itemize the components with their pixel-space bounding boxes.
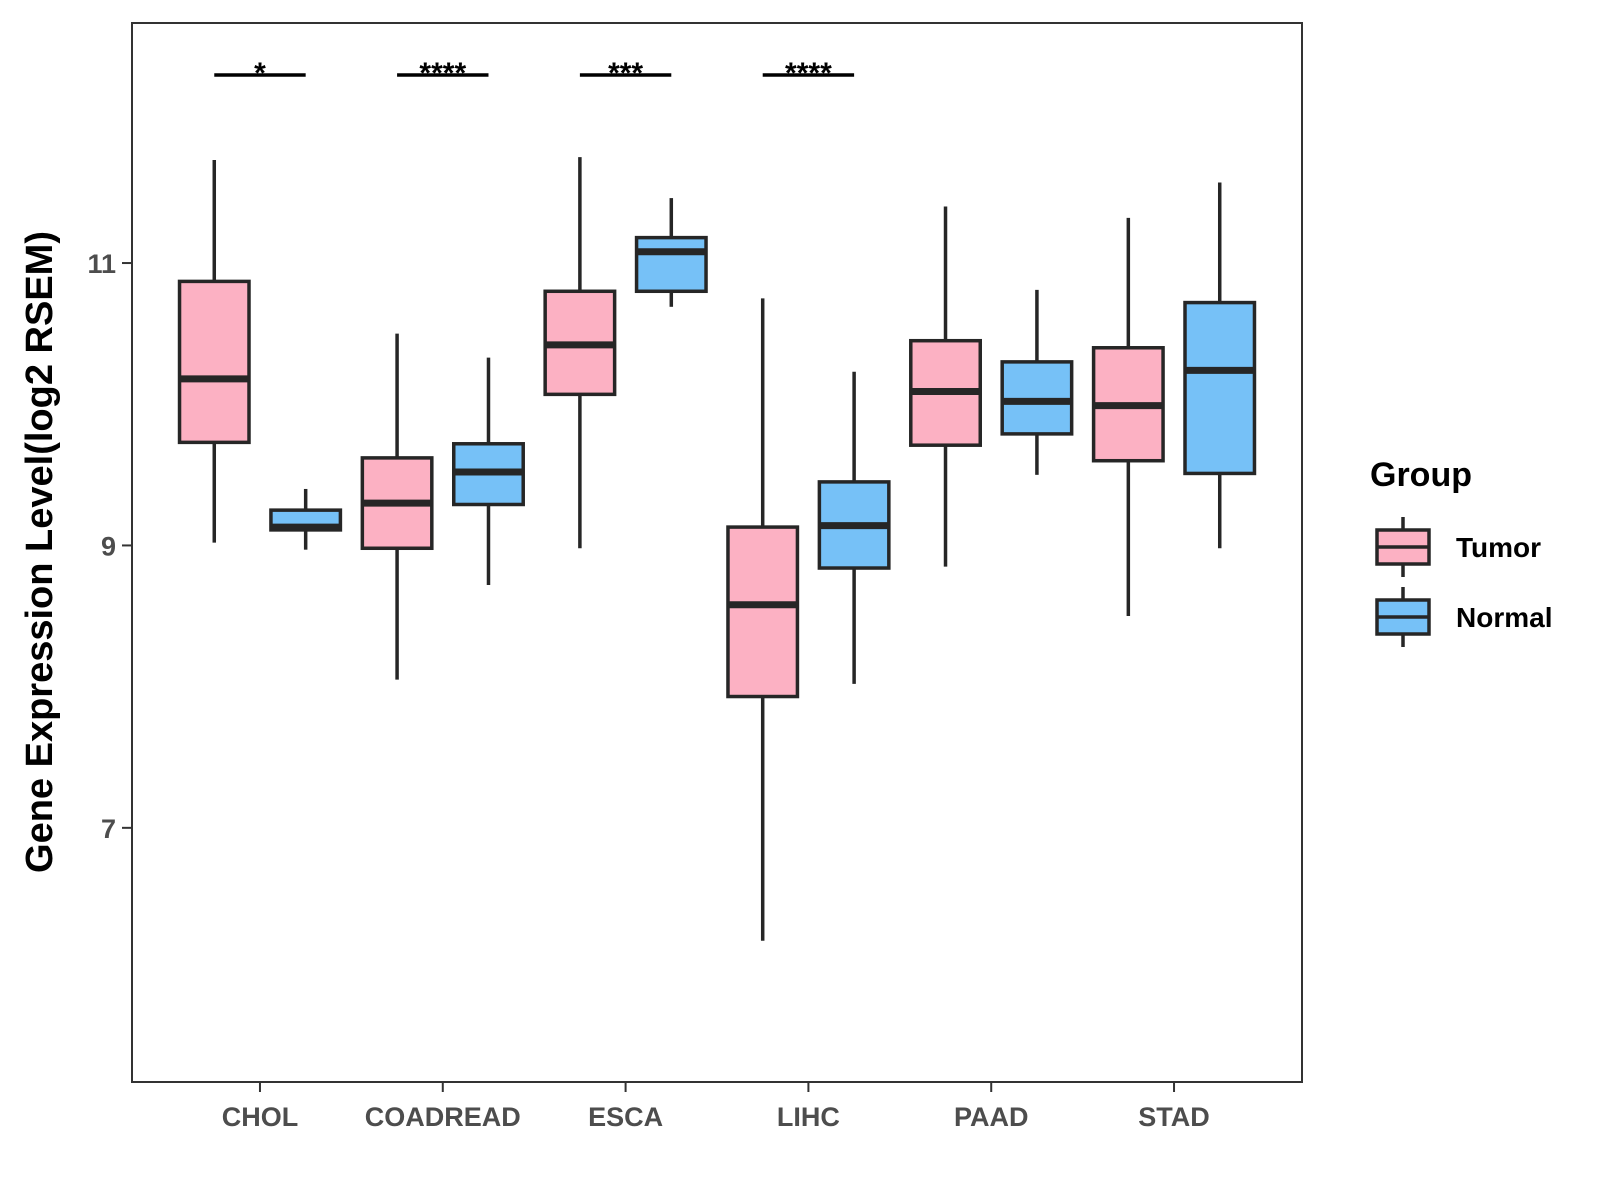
iqr-box bbox=[634, 235, 708, 294]
x-tick-label: PAAD bbox=[954, 1102, 1029, 1132]
box-series bbox=[177, 157, 1257, 941]
box-coadread-normal bbox=[452, 357, 525, 585]
box-chol-tumor bbox=[177, 159, 251, 543]
box-chol-normal bbox=[269, 488, 343, 550]
box-stad-normal bbox=[1183, 182, 1257, 549]
legend: Group Tumor Normal bbox=[1370, 456, 1552, 647]
x-tick-label: STAD bbox=[1138, 1102, 1210, 1132]
series-tumor bbox=[177, 157, 1165, 941]
iqr-box bbox=[177, 279, 251, 445]
box-coadread-tumor bbox=[360, 333, 434, 680]
significance-annotations: * **** *** **** bbox=[214, 57, 855, 90]
y-axis: 7 9 11 bbox=[87, 249, 132, 844]
y-tick-label: 11 bbox=[87, 249, 116, 279]
iqr-box bbox=[726, 525, 800, 699]
box-esca-tumor bbox=[543, 157, 617, 549]
x-tick-label: COADREAD bbox=[365, 1102, 521, 1132]
x-tick-label: CHOL bbox=[222, 1102, 299, 1132]
significance-label: **** bbox=[419, 57, 466, 90]
box-paad-tumor bbox=[909, 206, 982, 567]
box-lihc-tumor bbox=[726, 298, 800, 941]
significance-label: *** bbox=[608, 57, 643, 90]
legend-key-normal bbox=[1375, 587, 1431, 647]
box-stad-tumor bbox=[1091, 217, 1165, 617]
series-normal bbox=[269, 182, 1257, 684]
iqr-box bbox=[1183, 300, 1257, 476]
y-axis-title: Gene Expression Level(log2 RSEM) bbox=[19, 231, 61, 873]
box-lihc-normal bbox=[817, 371, 891, 684]
y-tick-label: 9 bbox=[101, 531, 116, 561]
legend-title: Group bbox=[1370, 456, 1472, 494]
significance-label: * bbox=[254, 57, 266, 90]
x-axis: CHOL COADREAD ESCA LIHC PAAD STAD bbox=[222, 1082, 1210, 1132]
plot-panel-border bbox=[131, 22, 1303, 1083]
legend-label: Tumor bbox=[1456, 532, 1541, 563]
y-tick-label: 7 bbox=[101, 814, 116, 844]
legend-label: Normal bbox=[1456, 602, 1552, 633]
legend-key-tumor bbox=[1375, 517, 1431, 577]
x-tick-label: LIHC bbox=[777, 1102, 840, 1132]
box-paad-normal bbox=[1000, 289, 1074, 475]
x-tick-label: ESCA bbox=[588, 1102, 663, 1132]
box-esca-normal bbox=[634, 198, 708, 307]
significance-label: **** bbox=[785, 57, 832, 90]
iqr-box bbox=[1000, 360, 1074, 436]
